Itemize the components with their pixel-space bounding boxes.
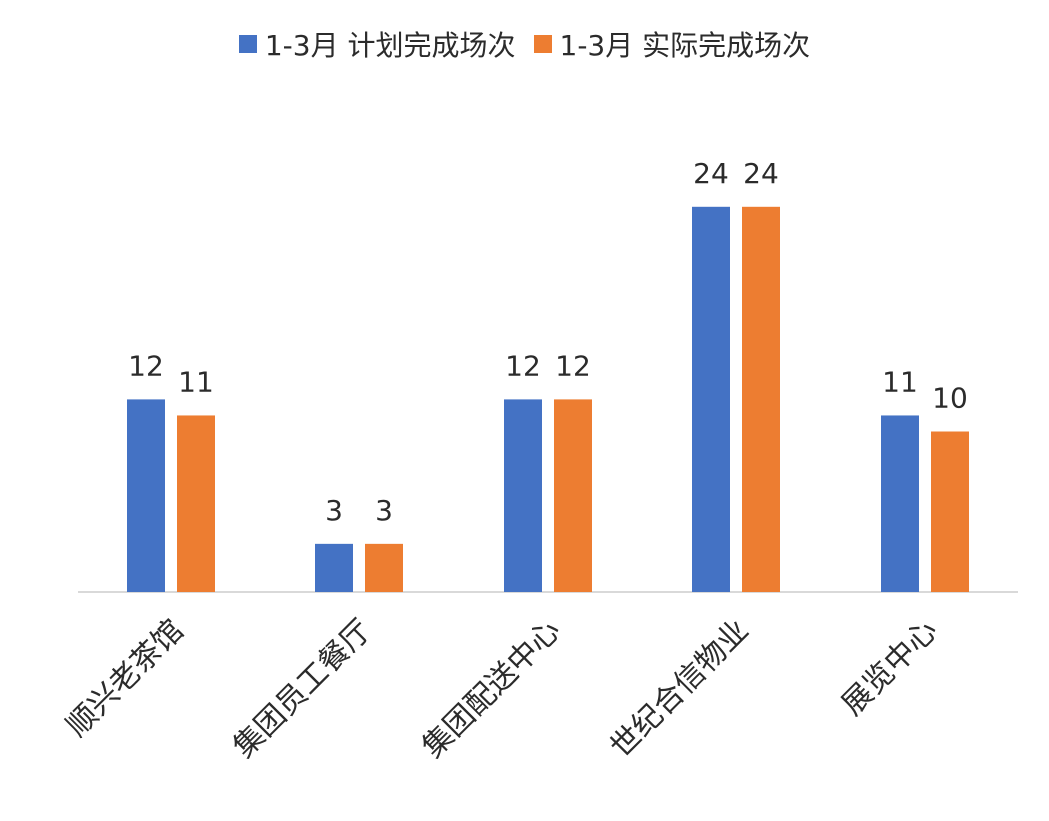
data-label-actual-1: 3 [375,494,393,527]
data-label-planned-4: 11 [882,365,918,398]
category-label-4: 展览中心 [835,613,945,723]
data-label-planned-3: 24 [693,157,729,190]
data-label-planned-1: 3 [325,494,343,527]
category-label-3: 世纪合信物业 [604,613,756,765]
bar-planned-2 [504,399,542,592]
legend-label-actual: 1-3月 实际完成场次 [559,29,811,62]
legend-item-actual: 1-3月 实际完成场次 [533,24,811,64]
bar-planned-3 [692,206,730,593]
legend: 1-3月 计划完成场次 1-3月 实际完成场次 [0,24,1049,64]
bar-actual-0 [177,415,215,592]
bar-planned-4 [881,415,919,592]
data-label-actual-0: 11 [178,365,214,398]
category-label-2: 集团配送中心 [416,613,568,765]
bar-actual-3 [742,206,780,593]
legend-swatch-planned [238,35,257,53]
data-label-actual-2: 12 [555,349,591,382]
category-label-0: 顺兴老茶馆 [60,613,191,744]
data-label-planned-2: 12 [505,349,541,382]
data-label-actual-3: 24 [743,157,779,190]
bar-planned-1 [315,543,353,592]
legend-swatch-actual [533,35,552,53]
legend-label-planned: 1-3月 计划完成场次 [264,29,516,62]
legend-item-planned: 1-3月 计划完成场次 [238,24,516,64]
data-label-planned-0: 12 [128,349,164,382]
bar-actual-1 [365,543,403,592]
bar-planned-0 [127,399,165,592]
bar-actual-4 [931,431,969,592]
bar-actual-2 [554,399,592,592]
data-label-actual-4: 10 [932,382,968,415]
category-label-1: 集团员工餐厅 [227,613,379,765]
